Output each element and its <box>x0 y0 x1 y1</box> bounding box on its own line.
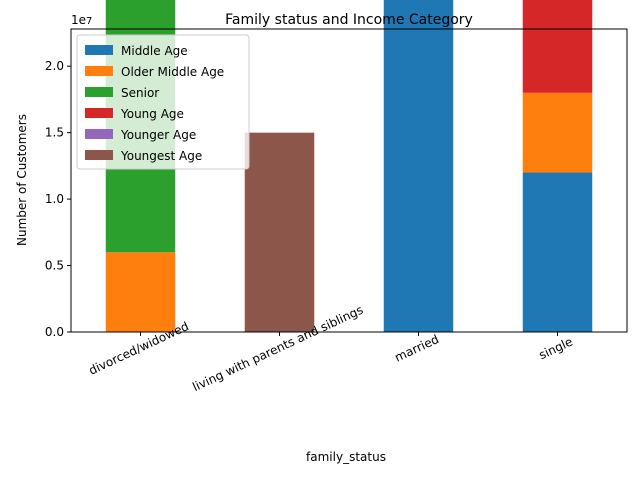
bar-older-middle-age-3 <box>522 92 593 173</box>
y-axis: 0.0 0.5 1.0 1.5 2.0 <box>45 59 71 339</box>
bar-older-middle-age-0 <box>105 252 176 332</box>
x-tick-label: married <box>393 332 442 365</box>
legend-label: Middle Age <box>121 44 188 58</box>
legend-swatch-young-age <box>85 108 113 118</box>
bar-youngest-age-1 <box>244 132 315 332</box>
bar-young-age-3 <box>522 0 593 93</box>
legend-box <box>76 34 250 170</box>
x-tick-label: single <box>537 335 575 363</box>
y-axis-offset-label: 1e7 <box>71 13 92 27</box>
y-tick-label: 0.5 <box>45 259 64 273</box>
y-tick-label: 1.5 <box>45 126 64 140</box>
legend-label: Youngest Age <box>120 149 202 163</box>
chart-title: Family status and Income Category <box>225 12 473 28</box>
legend-label: Older Middle Age <box>121 65 224 79</box>
legend-label: Younger Age <box>120 128 196 142</box>
legend-swatch-middle-age <box>85 45 113 55</box>
plot-area-frame <box>70 28 628 333</box>
legend-label: Young Age <box>120 107 184 121</box>
y-tick-label: 0.0 <box>45 325 64 339</box>
legend: Middle Age Older Middle Age Senior Young Ag… <box>76 34 250 170</box>
legend-swatch-older-middle-age <box>85 66 113 76</box>
x-axis-label: family_status <box>306 450 386 464</box>
y-tick-label: 2.0 <box>45 59 64 73</box>
bar-middle-age-2 <box>383 0 454 333</box>
legend-swatch-younger-age <box>85 129 113 139</box>
y-tick-label: 1.0 <box>45 192 64 206</box>
legend-swatch-senior <box>85 87 113 97</box>
legend-label: Senior <box>121 86 159 100</box>
legend-swatch-youngest-age <box>85 150 113 160</box>
y-axis-label: Number of Customers <box>15 114 29 246</box>
bar-middle-age-3 <box>522 172 593 332</box>
